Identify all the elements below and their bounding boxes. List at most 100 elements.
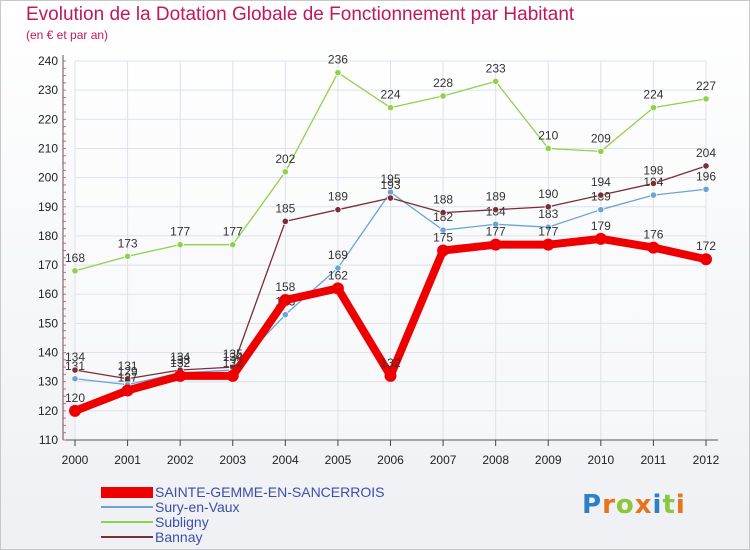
data-label-subligny: 228 — [433, 76, 453, 90]
data-point-bannay — [544, 203, 552, 211]
data-label-bannay: 185 — [275, 201, 295, 215]
data-point-sury-en-vaux — [492, 220, 500, 228]
data-point-sury-en-vaux — [71, 375, 79, 383]
data-label-sury-en-vaux: 195 — [380, 172, 400, 186]
data-label-subligny: 224 — [643, 88, 663, 102]
legend-label-sury-en-vaux: Sury-en-Vaux — [155, 499, 240, 515]
data-point-sainte-gemme-en-sancerrois — [594, 232, 607, 245]
data-label-subligny: 236 — [328, 53, 348, 67]
x-tick-label: 2004 — [272, 453, 299, 467]
data-label-sury-en-vaux: 182 — [433, 210, 453, 224]
y-tick-label: 120 — [38, 404, 58, 418]
data-label-bannay: 189 — [486, 190, 506, 204]
legend-swatch-bannay — [101, 536, 153, 538]
y-tick-label: 200 — [38, 171, 58, 185]
data-point-subligny — [544, 144, 552, 153]
data-label-sainte-gemme-en-sancerrois: 177 — [538, 225, 558, 239]
x-tick-label: 2003 — [219, 453, 246, 467]
x-tick-label: 2009 — [535, 453, 562, 467]
logo-letter: t — [662, 490, 676, 520]
data-point-sainte-gemme-en-sancerrois — [279, 294, 292, 307]
legend-swatch-sainte-gemme — [101, 487, 153, 498]
data-label-subligny: 233 — [486, 61, 506, 75]
data-point-sury-en-vaux — [649, 191, 658, 199]
data-label-sury-en-vaux: 169 — [328, 248, 348, 262]
logo-letter: x — [634, 490, 653, 520]
logo-letter: P — [582, 490, 603, 520]
x-tick-label: 2002 — [167, 453, 194, 467]
x-tick-label: 2011 — [641, 453, 667, 467]
data-label-sainte-gemme-en-sancerrois: 177 — [486, 225, 506, 239]
data-point-subligny — [176, 241, 184, 249]
data-point-subligny — [71, 267, 79, 275]
data-point-subligny — [649, 104, 658, 112]
data-point-subligny — [123, 252, 132, 260]
x-tick-label: 2006 — [377, 453, 404, 467]
data-point-sury-en-vaux — [597, 206, 605, 214]
x-tick-label: 2005 — [325, 453, 352, 467]
data-label-sury-en-vaux: 133 — [170, 353, 190, 367]
data-point-subligny — [439, 92, 447, 100]
data-point-bannay — [439, 209, 447, 217]
data-point-bannay — [597, 191, 605, 199]
data-point-sainte-gemme-en-sancerrois — [384, 369, 397, 382]
y-tick-label: 110 — [39, 433, 58, 447]
data-label-subligny: 177 — [223, 225, 243, 239]
data-point-bannay — [281, 217, 289, 225]
legend-label-bannay: Bannay — [155, 529, 203, 545]
data-label-sainte-gemme-en-sancerrois: 132 — [170, 356, 190, 370]
x-tick-label: 2000 — [62, 453, 89, 467]
data-point-sainte-gemme-en-sancerrois — [226, 369, 239, 382]
data-label-sainte-gemme-en-sancerrois: 158 — [275, 280, 295, 294]
data-label-sainte-gemme-en-sancerrois: 176 — [643, 228, 663, 242]
legend-label-sainte-gemme: SAINTE-GEMME-EN-SANCERROIS — [155, 484, 385, 500]
data-point-subligny — [702, 95, 710, 103]
y-tick-label: 160 — [38, 287, 58, 301]
data-point-sury-en-vaux — [281, 311, 289, 319]
x-tick-label: 2012 — [693, 453, 720, 467]
data-label-bannay: 190 — [538, 187, 558, 201]
y-tick-label: 220 — [38, 112, 58, 126]
y-tick-label: 210 — [38, 141, 58, 155]
data-label-bannay: 134 — [65, 350, 85, 364]
data-point-sainte-gemme-en-sancerrois — [331, 282, 344, 295]
y-tick-label: 170 — [38, 258, 58, 272]
logo-letter: i — [675, 490, 686, 520]
data-label-bannay: 134 — [170, 350, 190, 364]
data-point-sainte-gemme-en-sancerrois — [700, 253, 712, 266]
data-label-sainte-gemme-en-sancerrois: 179 — [591, 219, 611, 233]
legend-swatch-subligny — [101, 521, 153, 523]
data-label-bannay: 189 — [328, 190, 348, 204]
data-label-subligny: 173 — [118, 236, 138, 250]
data-label-bannay: 131 — [118, 359, 138, 373]
x-tick-label: 2010 — [587, 453, 614, 467]
data-point-bannay — [702, 162, 710, 170]
logo-letter: o — [615, 490, 635, 520]
y-tick-label: 180 — [38, 229, 58, 243]
data-point-bannay — [386, 194, 395, 202]
data-label-bannay: 188 — [433, 193, 453, 207]
logo-letter: r — [602, 490, 616, 520]
data-label-bannay: 204 — [696, 146, 716, 160]
x-tick-label: 2001 — [114, 453, 141, 467]
legend-swatch-sury-en-vaux — [101, 506, 153, 508]
data-point-bannay — [492, 206, 500, 214]
data-point-sainte-gemme-en-sancerrois — [489, 238, 502, 251]
data-point-subligny — [281, 168, 289, 176]
data-point-subligny — [386, 104, 395, 112]
chart-subtitle: (en € et par an) — [26, 28, 109, 42]
y-tick-label: 140 — [38, 346, 58, 360]
data-point-subligny — [492, 77, 500, 86]
data-label-sury-en-vaux: 196 — [696, 169, 716, 183]
data-label-sainte-gemme-en-sancerrois: 132 — [223, 356, 243, 370]
data-label-sainte-gemme-en-sancerrois: 175 — [433, 231, 453, 245]
data-label-subligny: 209 — [591, 131, 611, 145]
data-label-sury-en-vaux: 183 — [538, 207, 558, 221]
data-label-subligny: 227 — [696, 79, 716, 93]
data-label-sury-en-vaux: 129 — [118, 365, 138, 379]
y-tick-label: 230 — [38, 83, 58, 97]
data-label-bannay: 135 — [223, 347, 243, 361]
data-label-subligny: 168 — [65, 251, 85, 265]
